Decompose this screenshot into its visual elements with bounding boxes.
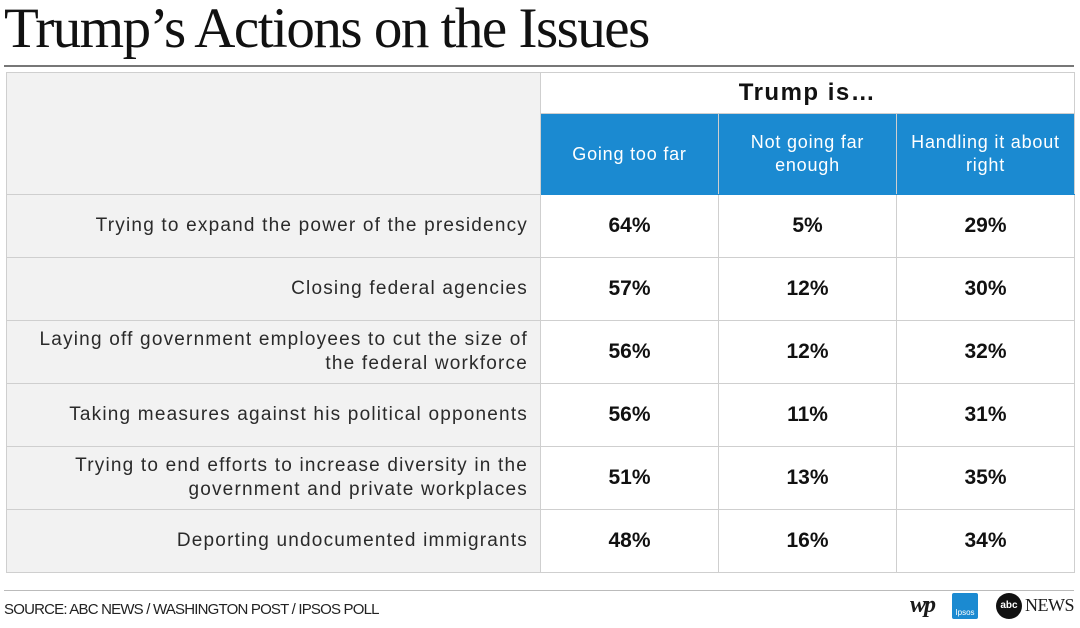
ipsos-logo: Ipsos <box>952 592 978 619</box>
poll-table: Trump is… Going too far Not going far en… <box>6 72 1076 573</box>
value-cell: 57% <box>540 257 719 321</box>
row-label: Taking measures against his political op… <box>6 383 541 447</box>
value-cell: 13% <box>718 446 897 510</box>
title-divider <box>4 65 1074 67</box>
column-header: Not going far enough <box>718 113 897 195</box>
table-row: Closing federal agencies 57% 12% 30% <box>6 257 1076 321</box>
table-row: Trying to end efforts to increase divers… <box>6 446 1076 510</box>
value-cell: 12% <box>718 257 897 321</box>
value-cell: 12% <box>718 320 897 384</box>
table-row: Taking measures against his political op… <box>6 383 1076 447</box>
footer-divider <box>4 590 1074 591</box>
value-cell: 31% <box>895 383 1076 447</box>
value-cell: 51% <box>540 446 719 510</box>
value-cell: 5% <box>718 194 897 258</box>
column-header: Going too far <box>540 113 719 195</box>
header-blank-cell <box>6 72 541 195</box>
table-row: Trying to expand the power of the presid… <box>6 194 1076 258</box>
table-row: Deporting undocumented immigrants 48% 16… <box>6 509 1076 573</box>
value-cell: 32% <box>895 320 1076 384</box>
page-title: Trump’s Actions on the Issues <box>4 0 650 60</box>
poll-table-container: Trump is… Going too far Not going far en… <box>6 72 1076 573</box>
column-header: Handling it about right <box>895 113 1076 195</box>
value-cell: 56% <box>540 383 719 447</box>
row-label: Trying to end efforts to increase divers… <box>6 446 541 510</box>
abc-news-wordmark: NEWS <box>1025 595 1075 615</box>
value-cell: 35% <box>895 446 1076 510</box>
group-header: Trump is… <box>539 72 1076 114</box>
row-label: Laying off government employees to cut t… <box>6 320 541 384</box>
publisher-logos: wp Ipsos abc NEWS <box>909 592 1075 619</box>
value-cell: 29% <box>895 194 1076 258</box>
value-cell: 30% <box>895 257 1076 321</box>
value-cell: 56% <box>540 320 719 384</box>
washington-post-logo: wp <box>909 592 936 618</box>
value-cell: 16% <box>718 509 897 573</box>
abc-logo-circle: abc <box>996 592 1022 619</box>
abc-news-logo: abc NEWS <box>996 592 1075 619</box>
value-cell: 11% <box>718 383 897 447</box>
row-label: Trying to expand the power of the presid… <box>6 194 541 258</box>
source-note: SOURCE: ABC NEWS / WASHINGTON POST / IPS… <box>4 601 380 618</box>
column-header-row: Going too far Not going far enough Handl… <box>7 113 1076 195</box>
value-cell: 34% <box>895 509 1076 573</box>
row-label: Deporting undocumented immigrants <box>6 509 541 573</box>
row-label: Closing federal agencies <box>6 257 541 321</box>
value-cell: 64% <box>540 194 719 258</box>
value-cell: 48% <box>540 509 719 573</box>
table-row: Laying off government employees to cut t… <box>6 320 1076 384</box>
